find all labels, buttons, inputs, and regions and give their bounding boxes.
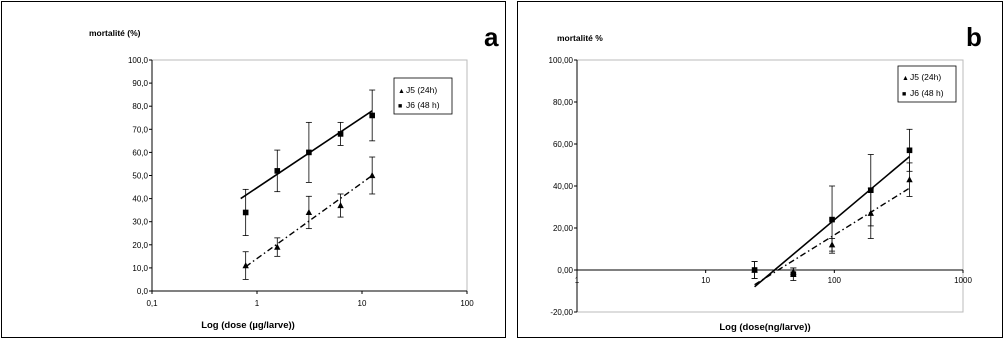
y-tick-label: 20,00	[553, 224, 574, 233]
y-tick-label: 80,00	[553, 98, 574, 107]
data-point-triangle	[305, 208, 313, 216]
y-tick-label: 80,0	[132, 102, 148, 111]
x-tick-label: 100	[460, 299, 474, 308]
panel-b-legend-marker-1: ▲	[902, 75, 909, 82]
y-tick-label: 0,0	[137, 287, 149, 296]
y-tick-label: 50,0	[132, 172, 148, 181]
data-point-square	[829, 216, 835, 223]
x-tick-label: 0,1	[146, 299, 158, 308]
panel-a-letter: a	[484, 22, 499, 52]
data-point-square	[337, 131, 344, 137]
data-point-square	[306, 149, 312, 156]
y-tick-label: 40,0	[132, 195, 148, 204]
data-point-square	[274, 168, 281, 174]
data-point-triangle	[368, 172, 376, 179]
panel-b-legend-label-2: J6 (48 h)	[910, 88, 944, 98]
panel-b-xlabel: Log (dose(ng/larve))	[719, 322, 810, 333]
y-tick-label: 30,0	[132, 218, 148, 227]
x-tick-label: 100	[828, 276, 842, 285]
y-tick-label: 70,0	[132, 125, 148, 134]
y-tick-label: 40,00	[553, 182, 574, 191]
data-point-square	[242, 209, 249, 216]
panel-a-legend-marker-2: ■	[398, 103, 402, 110]
panel-a-plot: 0,0 10,0 20,0 30,0 40,0 50,0 60,0 70,0 80,0 90,0 1…	[128, 56, 474, 308]
y-tick-label: 100,0	[128, 56, 149, 65]
panel-a-ylabel: mortalité (%)	[89, 28, 141, 38]
y-tick-label: 60,0	[132, 148, 148, 157]
data-point-triangle	[242, 262, 249, 269]
panel-b-plot: -20,00 0,00 20,00 40,00 60,00 80,00 100,00 1 10 1…	[549, 56, 973, 317]
data-point-square	[790, 271, 797, 277]
panel-a-frame	[1, 1, 506, 338]
y-tick-label: 10,0	[132, 264, 148, 273]
y-tick-label: 20,0	[132, 241, 148, 250]
panel-b-legend-marker-2: ■	[902, 91, 906, 98]
panel-a-legend-label-2: J6 (48 h)	[406, 100, 440, 110]
data-point-triangle	[906, 176, 913, 183]
data-point-square	[867, 187, 874, 193]
panel-a-xlabel: Log (dose (µg/larve))	[201, 320, 295, 331]
x-tick-label: 1	[575, 276, 580, 285]
data-point-triangle	[274, 243, 281, 250]
panel-b-frame	[517, 1, 1003, 338]
x-tick-label: 10	[358, 299, 367, 308]
panel-b-legend-label-1: J5 (24h)	[910, 72, 941, 82]
data-point-square	[369, 112, 375, 119]
panel-b-letter: b	[966, 22, 982, 52]
data-point-triangle	[337, 202, 344, 209]
panel-a-legend-marker-1: ▲	[398, 88, 405, 95]
x-tick-label: 10	[701, 276, 710, 285]
y-tick-label: -20,00	[550, 308, 573, 317]
x-tick-label: 1	[255, 299, 260, 308]
y-tick-label: 90,0	[132, 79, 148, 88]
panel-b-legend: ▲ J5 (24h) ■ J6 (48 h)	[897, 65, 957, 103]
panel-a-legend: ▲ J5 (24h) ■ J6 (48 h)	[393, 77, 453, 115]
y-tick-label: 100,00	[549, 56, 574, 65]
y-tick-label: 0,00	[557, 266, 573, 275]
data-point-square	[906, 147, 913, 154]
y-tick-label: 60,00	[553, 140, 574, 149]
panel-b-ylabel: mortalité %	[557, 33, 603, 43]
panel-a-legend-label-1: J5 (24h)	[406, 85, 437, 95]
data-point-square	[751, 267, 758, 273]
x-tick-label: 1000	[954, 276, 972, 285]
